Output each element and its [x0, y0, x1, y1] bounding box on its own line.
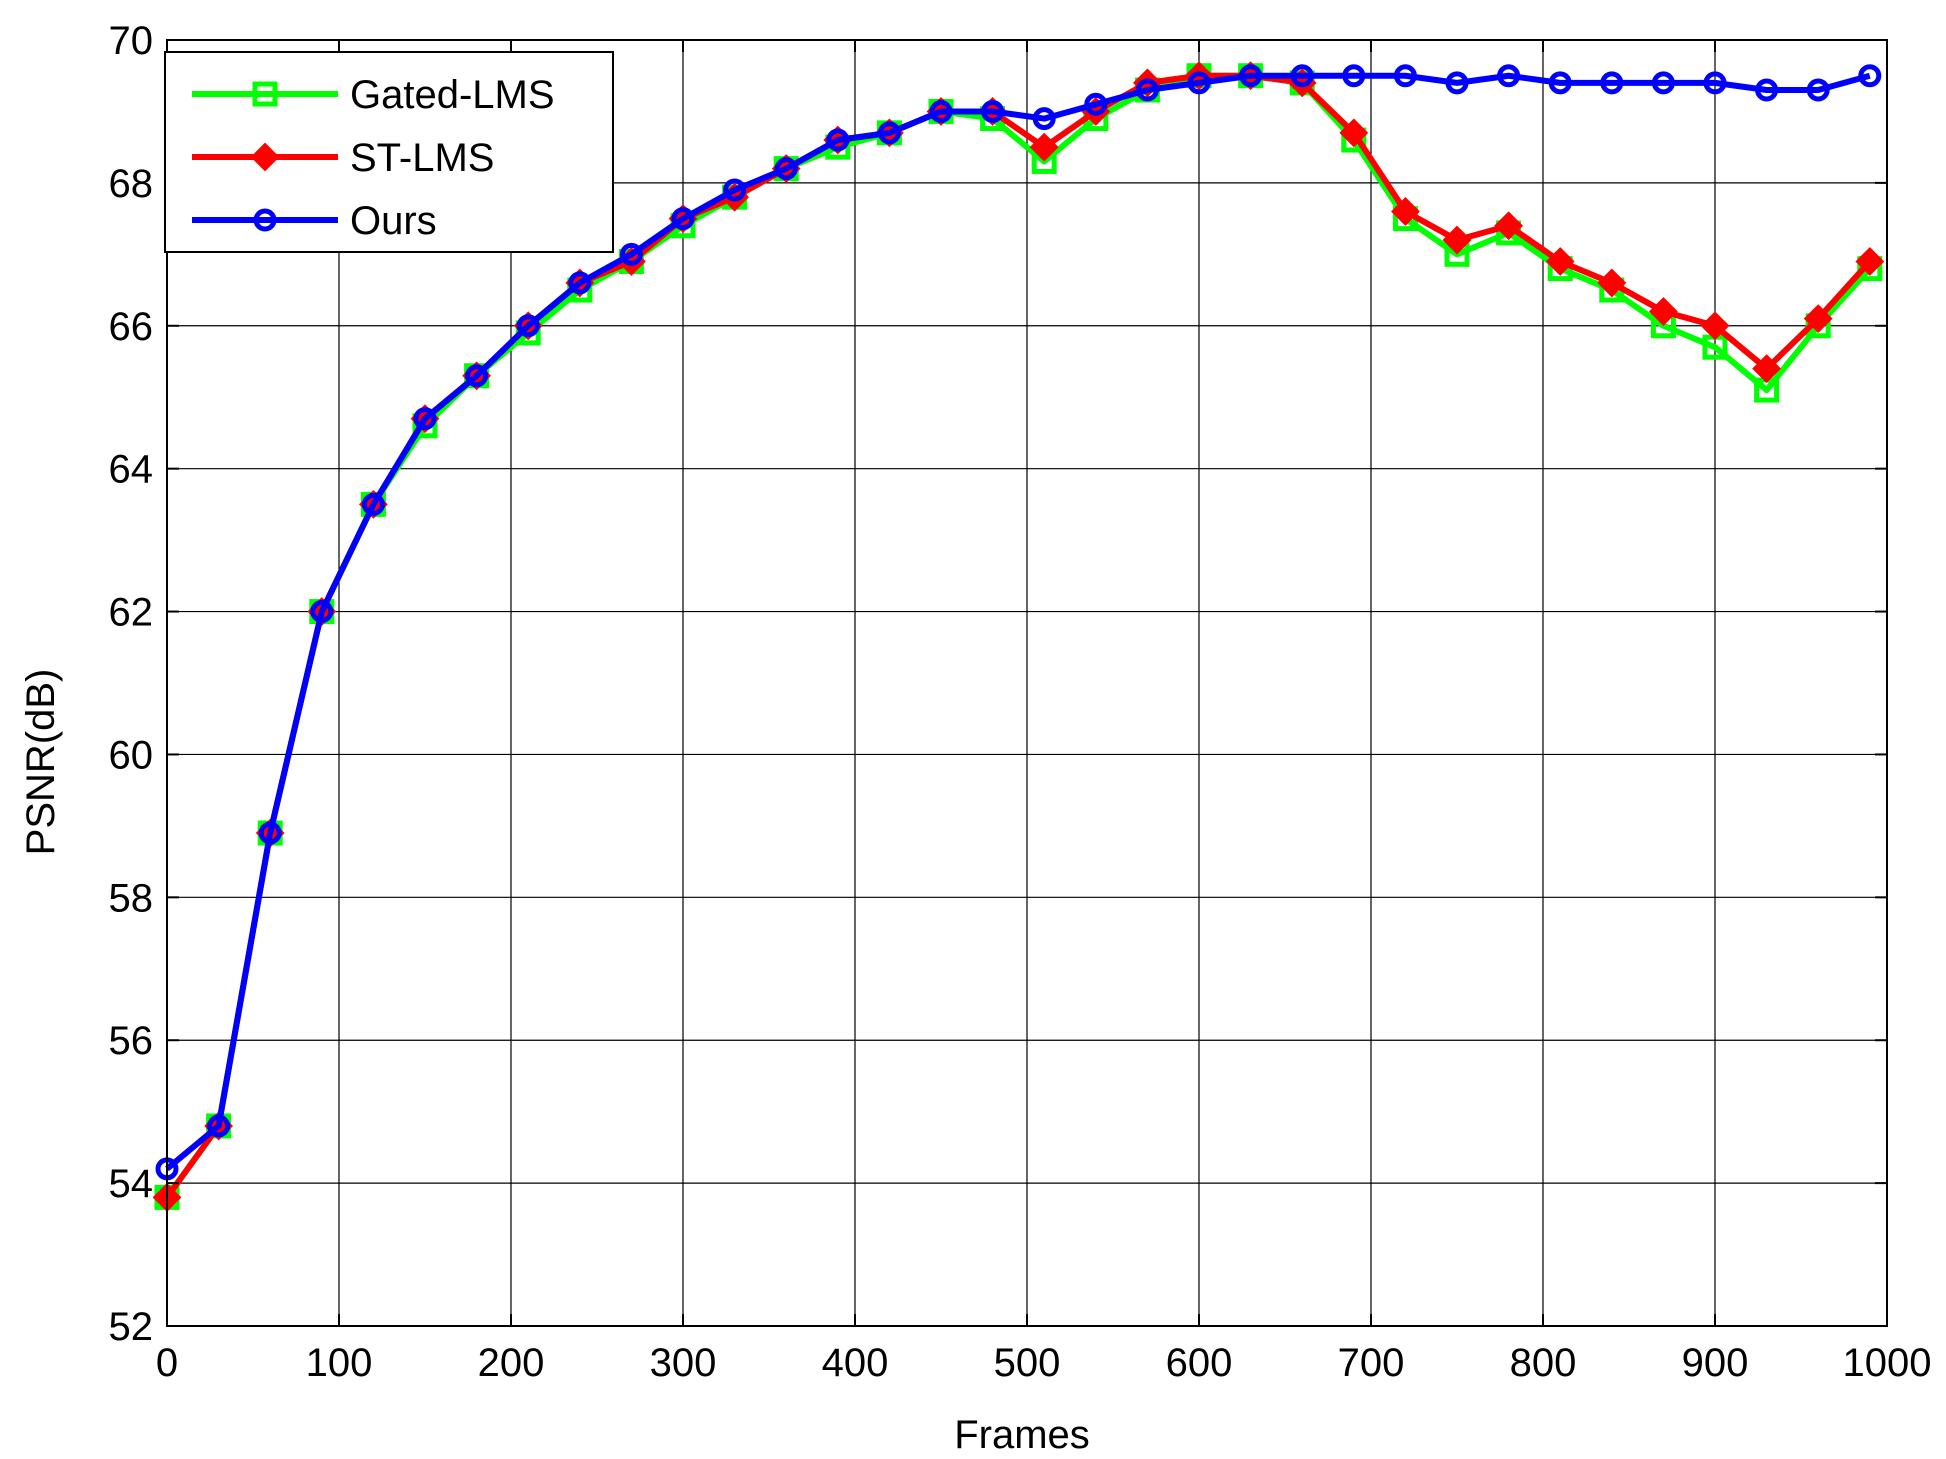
y-tick-label: 68	[109, 162, 154, 206]
data-point	[1290, 64, 1314, 88]
data-point	[1600, 71, 1624, 95]
data-point	[1393, 64, 1417, 88]
data-point	[1445, 71, 1469, 95]
x-tick-label: 200	[478, 1341, 545, 1385]
legend-item: Ours	[192, 199, 437, 243]
data-point	[1597, 268, 1627, 298]
x-tick-label: 400	[822, 1341, 889, 1385]
legend-label: Gated-LMS	[350, 73, 555, 117]
x-tick-label: 500	[994, 1341, 1061, 1385]
x-tick-label: 100	[306, 1341, 373, 1385]
data-point	[1703, 71, 1727, 95]
data-point	[1803, 304, 1833, 334]
data-point	[568, 271, 592, 295]
data-point	[1648, 297, 1678, 326]
data-point	[253, 208, 277, 232]
data-point	[826, 128, 850, 152]
data-point	[877, 121, 901, 145]
y-tick-label: 60	[109, 733, 154, 777]
data-point	[361, 492, 385, 516]
data-point	[1858, 64, 1882, 88]
data-point	[619, 242, 643, 266]
data-point	[1494, 211, 1524, 241]
y-tick-label: 52	[109, 1305, 154, 1349]
y-tick-label: 58	[109, 876, 154, 920]
data-point	[671, 207, 695, 231]
data-point	[413, 407, 437, 431]
data-point	[252, 81, 278, 107]
x-axis-label: Frames	[954, 1413, 1090, 1457]
x-tick-label: 0	[156, 1341, 178, 1385]
data-point	[1548, 71, 1572, 95]
data-point	[1029, 132, 1059, 162]
data-point	[1806, 78, 1830, 102]
legend-label: Ours	[350, 199, 437, 243]
series-ours	[155, 64, 1882, 1181]
data-point	[929, 99, 953, 123]
data-point	[1442, 225, 1472, 255]
data-point	[1651, 71, 1675, 95]
legend-item: Gated-LMS	[192, 73, 555, 117]
data-point	[723, 178, 747, 202]
y-tick-label: 54	[109, 1162, 154, 1206]
data-point	[1855, 247, 1885, 276]
y-tick-label: 56	[109, 1019, 154, 1063]
data-point	[1032, 107, 1056, 131]
data-point	[774, 157, 798, 181]
data-point	[981, 99, 1005, 123]
data-point	[310, 600, 334, 624]
y-axis-label: PSNR(dB)	[19, 669, 63, 856]
data-point	[1342, 64, 1366, 88]
data-point	[258, 821, 282, 845]
data-point	[1390, 197, 1420, 226]
y-tick-label: 62	[109, 591, 154, 635]
y-tick-label: 64	[109, 448, 154, 492]
x-tick-label: 700	[1338, 1341, 1405, 1385]
axes: 0 100 200 300 400 500 600 700 800 900 1000 52 54 56 58…	[109, 19, 1932, 1385]
y-tick-label: 66	[109, 305, 154, 349]
data-point	[516, 314, 540, 338]
x-tick-label: 600	[1166, 1341, 1233, 1385]
legend-item: ST-LMS	[192, 136, 494, 180]
x-tick-label: 800	[1510, 1341, 1577, 1385]
data-point	[207, 1114, 231, 1138]
series-line	[165, 72, 1871, 1172]
series-layer	[152, 61, 1885, 1212]
x-tick-label: 300	[650, 1341, 717, 1385]
x-tick-label: 1000	[1843, 1341, 1932, 1385]
legend-label: ST-LMS	[350, 136, 494, 180]
data-point	[1755, 78, 1779, 102]
data-point	[1497, 64, 1521, 88]
x-tick-label: 900	[1682, 1341, 1749, 1385]
data-point	[1700, 311, 1730, 341]
y-tick-label: 70	[109, 19, 154, 63]
data-point	[465, 364, 489, 388]
data-point	[1339, 118, 1369, 148]
data-point	[1084, 92, 1108, 116]
data-point	[1545, 247, 1575, 276]
legend: Gated-LMS ST-LMS Ours	[164, 51, 614, 253]
data-point	[1187, 71, 1211, 95]
data-point	[1135, 78, 1159, 102]
data-point	[1752, 354, 1782, 384]
data-point	[1239, 64, 1263, 88]
data-point	[250, 142, 280, 172]
